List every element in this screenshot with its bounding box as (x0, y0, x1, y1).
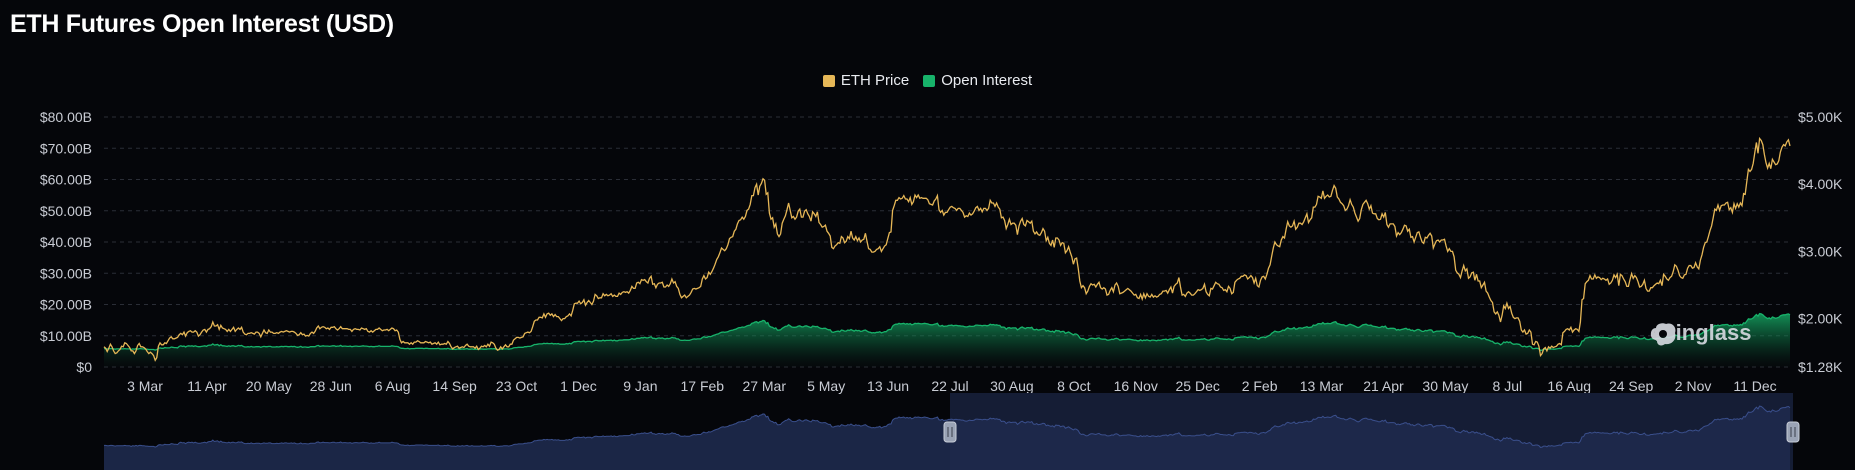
y-left-tick-label: $70.00B (40, 140, 92, 156)
navigator-line (104, 405, 1791, 448)
x-tick-label: 30 Aug (990, 378, 1034, 394)
x-axis: 3 Mar 11 Apr 20 May 28 Jun 6 Aug 14 Sep 23 Oct… (127, 378, 1777, 394)
x-tick-label: 24 Sep (1609, 378, 1654, 394)
y-axis-right: $1.28K $2.00K $3.00K $4.00K $5.00K (1798, 109, 1843, 375)
y-axis-left: $0 $10.00B $20.00B $30.00B $40.00B $50.00B $60… (40, 109, 92, 375)
eth-price-line (103, 136, 1791, 362)
coinglass-watermark: coinglass (1650, 320, 1751, 346)
x-tick-label: 22 Jul (931, 378, 968, 394)
y-right-tick-label: $4.00K (1798, 176, 1843, 192)
x-tick-label: 13 Jun (867, 378, 909, 394)
navigator-handle-left[interactable] (943, 421, 957, 443)
x-tick-label: 6 Aug (375, 378, 411, 394)
x-tick-label: 20 May (246, 378, 292, 394)
y-right-tick-label: $1.28K (1798, 359, 1843, 375)
legend-item-open-interest[interactable]: Open Interest (923, 72, 1032, 89)
x-tick-label: 2 Nov (1675, 378, 1712, 394)
y-left-tick-label: $20.00B (40, 297, 92, 313)
x-tick-label: 16 Aug (1547, 378, 1591, 394)
legend-swatch-eth-price (822, 74, 835, 87)
x-tick-label: 14 Sep (432, 378, 477, 394)
coinglass-logo-icon (1653, 323, 1676, 346)
x-tick-label: 28 Jun (310, 378, 352, 394)
x-tick-label: 13 Mar (1300, 378, 1344, 394)
page-title: ETH Futures Open Interest (USD) (10, 10, 394, 38)
navigator-handle-right[interactable] (1786, 421, 1800, 443)
x-tick-label: 25 Dec (1176, 378, 1220, 394)
range-navigator[interactable] (104, 393, 1800, 470)
x-tick-label: 11 Apr (187, 378, 227, 394)
x-tick-label: 27 Mar (742, 378, 786, 394)
y-left-tick-label: $10.00B (40, 328, 92, 344)
y-left-tick-label: $40.00B (40, 234, 92, 250)
y-left-tick-label: $50.00B (40, 203, 92, 219)
y-left-tick-label: $0 (76, 359, 92, 375)
y-right-tick-label: $2.00K (1798, 311, 1843, 327)
x-tick-label: 5 May (807, 378, 845, 394)
x-tick-label: 2 Feb (1242, 378, 1278, 394)
x-tick-label: 3 Mar (127, 378, 163, 394)
chart-legend: ETH Price Open Interest (0, 72, 1855, 89)
x-tick-label: 1 Dec (560, 378, 597, 394)
legend-label-eth-price: ETH Price (840, 72, 910, 89)
open-interest-area (104, 313, 1790, 367)
x-tick-label: 17 Feb (681, 378, 725, 394)
y-left-tick-label: $60.00B (40, 172, 92, 188)
y-right-tick-label: $5.00K (1798, 109, 1843, 125)
x-tick-label: 30 May (1422, 378, 1468, 394)
x-tick-label: 16 Nov (1114, 378, 1158, 394)
x-tick-label: 8 Jul (1493, 378, 1523, 394)
legend-label-open-interest: Open Interest (941, 72, 1033, 89)
y-left-tick-label: $30.00B (40, 265, 92, 281)
legend-swatch-open-interest (923, 74, 936, 87)
open-interest-line (104, 312, 1791, 352)
x-tick-label: 21 Apr (1363, 378, 1404, 394)
y-left-tick-label: $80.00B (40, 109, 92, 125)
x-tick-label: 8 Oct (1057, 378, 1091, 394)
x-tick-label: 11 Dec (1733, 378, 1776, 394)
x-tick-label: 23 Oct (496, 378, 537, 394)
y-right-tick-label: $3.00K (1798, 243, 1843, 259)
x-tick-label: 9 Jan (623, 378, 657, 394)
legend-item-eth-price[interactable]: ETH Price (822, 72, 910, 89)
